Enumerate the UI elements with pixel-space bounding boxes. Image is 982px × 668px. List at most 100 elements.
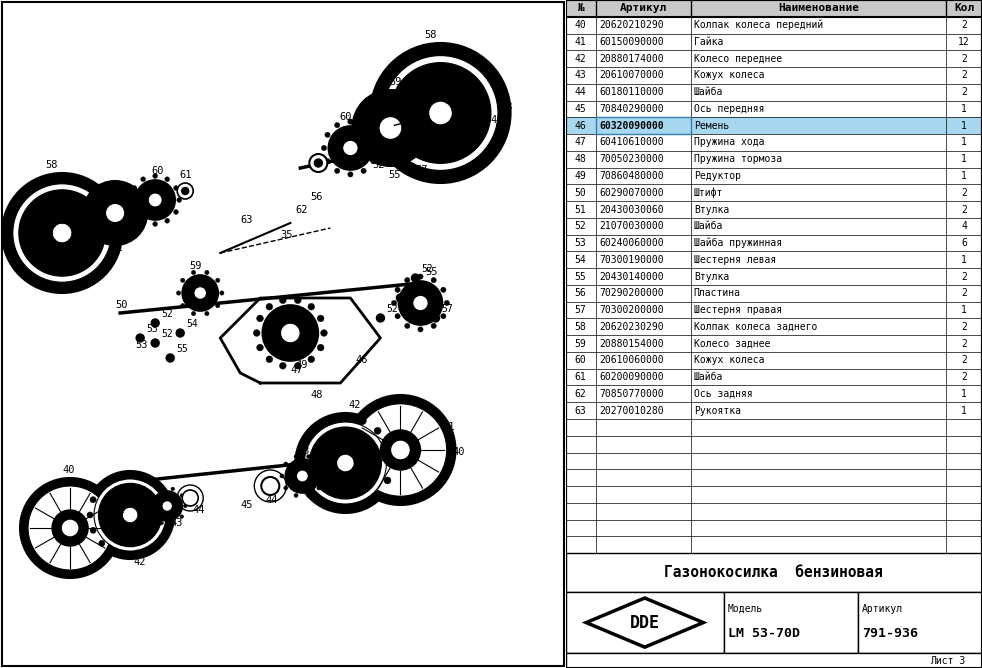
- Circle shape: [391, 63, 401, 73]
- Text: 41: 41: [111, 243, 124, 253]
- Circle shape: [444, 301, 450, 306]
- Circle shape: [284, 486, 288, 490]
- Circle shape: [428, 101, 453, 125]
- Text: 1: 1: [961, 121, 967, 131]
- Text: 46: 46: [574, 121, 586, 131]
- Text: 60: 60: [339, 112, 352, 122]
- Circle shape: [20, 267, 27, 276]
- Circle shape: [281, 323, 300, 343]
- Text: 52: 52: [387, 304, 398, 314]
- Bar: [566, 50, 982, 67]
- Text: 46: 46: [355, 355, 368, 365]
- Circle shape: [377, 132, 387, 142]
- Text: 54: 54: [187, 319, 198, 329]
- Circle shape: [113, 229, 121, 237]
- Text: 35: 35: [280, 230, 293, 240]
- Text: 60180110000: 60180110000: [599, 88, 664, 97]
- Text: 58: 58: [501, 102, 513, 112]
- Circle shape: [58, 174, 66, 182]
- Circle shape: [335, 168, 340, 174]
- Text: 55: 55: [176, 344, 188, 354]
- Bar: [858, 592, 982, 653]
- Circle shape: [152, 491, 183, 521]
- Circle shape: [431, 277, 436, 283]
- Text: 1: 1: [961, 305, 967, 315]
- Circle shape: [500, 108, 510, 118]
- Circle shape: [153, 174, 157, 178]
- Text: 48: 48: [310, 390, 323, 400]
- Text: 42: 42: [134, 557, 145, 567]
- Text: Лист 3: Лист 3: [930, 656, 965, 665]
- Text: 62: 62: [574, 389, 586, 399]
- Circle shape: [140, 218, 145, 223]
- Circle shape: [155, 540, 162, 546]
- Text: 6: 6: [961, 238, 967, 248]
- Circle shape: [191, 311, 195, 316]
- Text: 59: 59: [389, 77, 402, 87]
- Circle shape: [174, 210, 179, 214]
- Text: 45: 45: [574, 104, 586, 114]
- Circle shape: [384, 442, 391, 449]
- Text: 70300190000: 70300190000: [599, 255, 664, 265]
- Text: 1: 1: [961, 389, 967, 399]
- Bar: [566, 84, 982, 101]
- Text: 51: 51: [574, 204, 586, 214]
- Text: 791-936: 791-936: [862, 627, 918, 639]
- Circle shape: [361, 122, 366, 128]
- Text: 2: 2: [961, 272, 967, 281]
- Circle shape: [13, 184, 111, 282]
- Text: 40: 40: [62, 465, 75, 475]
- Text: 52: 52: [396, 152, 408, 162]
- Text: Пружина тормоза: Пружина тормоза: [694, 154, 782, 164]
- Circle shape: [320, 329, 327, 337]
- Text: Колпак колеса передний: Колпак колеса передний: [694, 20, 823, 30]
- Text: 49: 49: [574, 171, 586, 181]
- Bar: [566, 218, 982, 234]
- Circle shape: [79, 279, 87, 288]
- Circle shape: [359, 418, 366, 424]
- Text: 70050230000: 70050230000: [599, 154, 664, 164]
- Circle shape: [392, 301, 397, 306]
- Circle shape: [383, 55, 498, 170]
- Text: 50: 50: [574, 188, 586, 198]
- Circle shape: [370, 132, 376, 138]
- Circle shape: [300, 442, 306, 449]
- Circle shape: [171, 487, 175, 491]
- Text: Кожух колеса: Кожух колеса: [694, 70, 764, 80]
- Polygon shape: [586, 598, 703, 647]
- Text: 70850770000: 70850770000: [599, 389, 664, 399]
- Circle shape: [411, 49, 421, 59]
- Text: 62: 62: [296, 205, 307, 215]
- Text: Шайба: Шайба: [694, 221, 724, 231]
- Circle shape: [372, 108, 382, 118]
- Text: DDE: DDE: [629, 614, 660, 631]
- Text: 70840290000: 70840290000: [599, 104, 664, 114]
- Text: 1: 1: [961, 255, 967, 265]
- Circle shape: [90, 527, 96, 534]
- Text: 53: 53: [441, 172, 453, 182]
- Circle shape: [19, 190, 105, 276]
- Text: 41: 41: [443, 422, 455, 432]
- Circle shape: [99, 540, 105, 546]
- Circle shape: [317, 315, 324, 322]
- Circle shape: [7, 208, 16, 216]
- Text: LM 53-70D: LM 53-70D: [728, 627, 800, 639]
- Circle shape: [495, 132, 505, 142]
- Text: 51: 51: [407, 284, 418, 294]
- Circle shape: [297, 460, 303, 466]
- Text: 41: 41: [112, 505, 125, 515]
- Circle shape: [411, 274, 419, 282]
- Bar: [566, 33, 982, 50]
- Circle shape: [405, 277, 409, 283]
- Circle shape: [112, 549, 118, 555]
- Circle shape: [342, 414, 349, 421]
- Bar: [566, 201, 982, 218]
- Bar: [566, 402, 982, 419]
- Circle shape: [183, 490, 198, 506]
- Circle shape: [184, 504, 187, 508]
- Bar: [596, 118, 690, 134]
- Text: Шайба: Шайба: [694, 372, 724, 382]
- Text: 20620210290: 20620210290: [599, 20, 664, 30]
- Circle shape: [164, 496, 170, 503]
- Circle shape: [181, 303, 185, 308]
